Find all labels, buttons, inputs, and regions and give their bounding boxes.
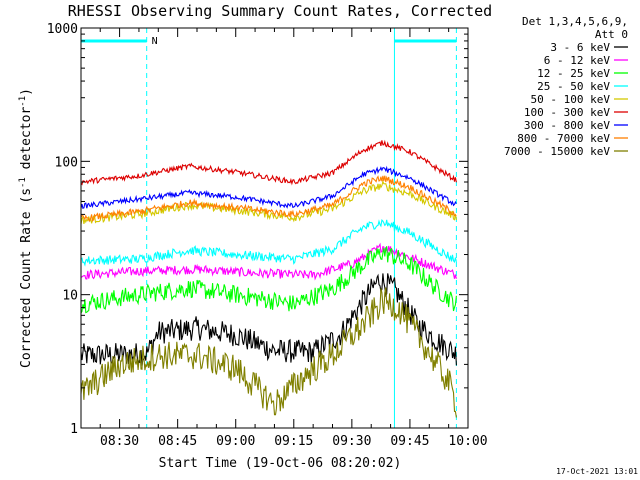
y-tick-label: 10 [62, 289, 78, 304]
series-line-9 [80, 287, 457, 418]
legend-label-7: 300 - 800 keV [524, 119, 610, 132]
y-axis-label-suffix: ) [19, 88, 34, 96]
x-axis-label: Start Time (19-Oct-06 08:20:02) [159, 456, 402, 471]
x-tick-label: 09:45 [390, 434, 429, 449]
series-line-4 [80, 218, 457, 267]
plot-area: N [80, 28, 457, 428]
x-tick-label: 09:15 [274, 434, 313, 449]
legend-label-3: 12 - 25 keV [537, 67, 610, 80]
legend-label-5: 50 - 100 keV [531, 93, 611, 106]
x-tick-label: 10:00 [448, 434, 487, 449]
footer-timestamp: 17-Oct-2021 13:01 [556, 467, 638, 476]
axes: 1 10 100 1000 08:30 08:45 09:00 09:15 09:30 09:45… [47, 22, 488, 449]
legend-label-9: 7000 - 15000 keV [504, 145, 610, 158]
series-line-6 [80, 139, 457, 186]
chart-title: RHESSI Observing Summary Count Rates, Co… [68, 2, 492, 20]
x-tick-label: 09:30 [332, 434, 371, 449]
y-axis-label: Corrected Count Rate (s-1 detector-1) [18, 88, 34, 368]
y-axis-label-prefix: Corrected Count Rate (s [19, 188, 34, 368]
legend-label-8: 800 - 7000 keV [517, 132, 610, 145]
legend-label-2: 6 - 12 keV [544, 54, 611, 67]
y-axis-label-sup-2: -1 [18, 96, 28, 107]
legend-header-line-2: Att 0 [595, 28, 628, 41]
legend-label-4: 25 - 50 keV [537, 80, 610, 93]
legend-label-6: 100 - 300 keV [524, 106, 610, 119]
y-tick-label: 1 [70, 422, 78, 437]
plot-frame [80, 27, 469, 429]
y-axis-label-sup-1: -1 [18, 177, 28, 188]
series-line-5 [80, 179, 457, 225]
series-line-2 [80, 242, 457, 281]
series-line-8 [80, 175, 457, 223]
legend-label-1: 3 - 6 keV [550, 41, 610, 54]
x-tick-label: 08:30 [100, 434, 139, 449]
y-tick-label: 100 [55, 155, 78, 170]
x-tick-label: 09:00 [216, 434, 255, 449]
x-tick-label: 08:45 [158, 434, 197, 449]
y-tick-label: 1000 [47, 22, 78, 37]
y-axis-label-mid: detector [19, 107, 34, 178]
series-line-3 [80, 246, 457, 314]
legend-header-line-1: Det 1,3,4,5,6,9, [522, 15, 628, 28]
series-line-7 [80, 165, 457, 210]
flag-label: N [152, 36, 158, 47]
